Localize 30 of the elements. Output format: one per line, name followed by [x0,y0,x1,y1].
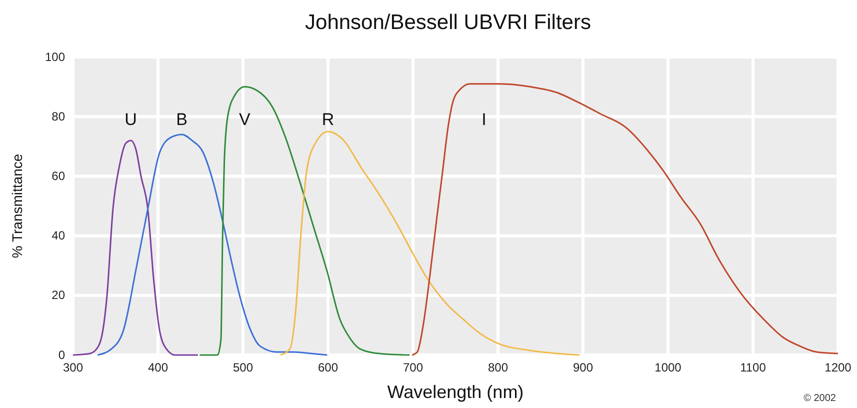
x-tick-label: 700 [402,360,424,375]
x-axis-title: Wavelength (nm) [387,382,524,402]
x-tick-label: 1000 [654,360,682,375]
x-tick-label: 300 [62,360,84,375]
x-tick-label: 1100 [740,360,766,375]
line-series [411,83,839,356]
y-tick-label: 40 [52,228,66,243]
y-tick-label: 80 [52,109,66,124]
y-tick-label: 0 [58,348,66,362]
line-series [198,86,410,356]
x-tick-label: 800 [488,360,508,375]
series-label: V [239,110,252,129]
y-tick-label: 60 [52,169,66,184]
y-tick-label: 20 [52,288,66,302]
series-label: U [124,110,137,129]
text: © 2002 [804,393,836,404]
y-tick-label: 100 [44,50,66,64]
line-series [280,130,580,356]
series-label: I [482,110,486,129]
y-axis-title: % Transmittance [9,154,25,258]
line-series [96,134,328,356]
x-tick-label: 600 [318,360,338,375]
chart-title: Johnson/Bessell UBVRI Filters [305,11,591,34]
x-tick-label: 1200 [824,360,852,375]
series-label: R [322,110,334,129]
x-tick-label: 400 [148,360,168,375]
series-label: B [176,110,188,129]
line-series [72,140,199,356]
x-tick-label: 500 [232,360,254,375]
x-tick-label: 900 [572,360,594,375]
